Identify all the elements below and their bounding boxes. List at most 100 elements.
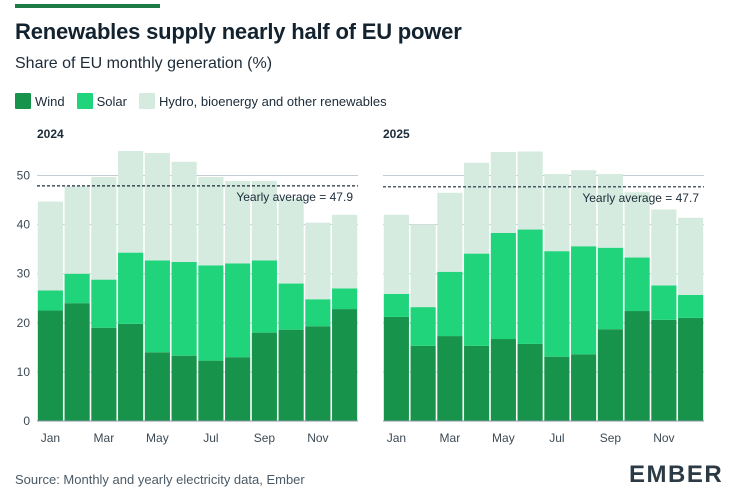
x-tick-label: Mar — [94, 431, 115, 445]
bar-2025-May-wind — [490, 339, 516, 421]
bar-2025-Jul-solar — [544, 251, 570, 357]
bar-2025-Jun-solar — [517, 229, 543, 344]
bar-2025-Jul-other — [544, 174, 570, 252]
bar-2025-Dec-other — [678, 217, 704, 295]
bar-2024-Sep-other — [251, 180, 277, 261]
legend: Wind Solar Hydro, bioenergy and other re… — [15, 93, 399, 109]
legend-label-solar: Solar — [96, 93, 127, 109]
y-tick-label: 50 — [17, 169, 31, 183]
bar-2025-Dec-wind — [678, 317, 704, 421]
bar-2025-Nov-wind — [651, 319, 677, 421]
bar-2025-Mar-other — [437, 192, 463, 272]
bar-2025-Apr-other — [464, 162, 490, 254]
bar-2024-Dec-solar — [332, 288, 358, 310]
bar-2025-Nov-other — [651, 209, 677, 286]
x-tick-label: Sep — [254, 431, 276, 445]
bar-2024-Mar-wind — [91, 327, 117, 421]
bar-2024-Nov-solar — [305, 299, 331, 327]
bar-2024-Apr-other — [118, 151, 144, 253]
bar-2024-Apr-solar — [118, 252, 144, 324]
bar-2024-Jul-solar — [198, 265, 224, 361]
bar-2025-Jun-other — [517, 151, 543, 230]
y-tick-label: 10 — [17, 365, 31, 379]
legend-item-wind: Wind — [15, 93, 65, 109]
bar-2024-Aug-solar — [225, 263, 251, 358]
bar-2025-Dec-solar — [678, 294, 704, 318]
panel-title-2025: 2025 — [383, 127, 410, 141]
chart-subtitle: Share of EU monthly generation (%) — [15, 55, 273, 72]
bar-2024-Jun-wind — [171, 355, 197, 421]
y-tick-label: 20 — [17, 316, 31, 330]
bar-2025-Jun-wind — [517, 343, 543, 421]
bar-2024-May-solar — [144, 260, 170, 353]
legend-swatch-wind — [15, 93, 31, 109]
bar-2025-Oct-solar — [624, 257, 650, 312]
source-note: Source: Monthly and yearly electricity d… — [15, 472, 305, 487]
bar-2025-Sep-wind — [597, 329, 623, 421]
bar-2024-May-other — [144, 152, 170, 261]
bar-2024-Mar-solar — [91, 279, 117, 328]
panel-title-2024: 2024 — [37, 127, 64, 141]
legend-swatch-solar — [76, 93, 93, 109]
bar-2025-Jan-solar — [383, 293, 409, 317]
yearly-average-label-2025: Yearly average = 47.7 — [582, 191, 699, 205]
bar-2025-Oct-other — [624, 192, 650, 258]
bar-2025-Mar-wind — [437, 336, 463, 421]
bar-2024-Jul-wind — [198, 360, 224, 421]
bar-2025-Aug-other — [571, 170, 597, 247]
x-tick-label: Jul — [203, 431, 218, 445]
bar-2024-Nov-other — [305, 222, 331, 300]
yearly-average-label-2024: Yearly average = 47.9 — [236, 190, 353, 204]
bar-2024-Jun-other — [171, 161, 197, 262]
bar-2024-Nov-wind — [305, 326, 331, 421]
bar-2024-Apr-wind — [118, 323, 144, 421]
bar-2025-Mar-solar — [437, 271, 463, 337]
bar-2025-Feb-solar — [410, 307, 436, 346]
x-tick-label: Jan — [387, 431, 406, 445]
bar-2025-Jan-other — [383, 214, 409, 294]
chart-title: Renewables supply nearly half of EU powe… — [15, 19, 462, 44]
bar-2024-Feb-other — [64, 186, 90, 274]
bar-2024-Jun-solar — [171, 261, 197, 356]
y-tick-label: 0 — [23, 414, 30, 428]
bar-2024-Dec-other — [332, 214, 358, 289]
stacked-bar-charts: 2024 0 10 20 30 40 50 Jan Mar May Jul Sep Nov Yearly … — [17, 127, 704, 445]
bar-2024-Aug-wind — [225, 357, 251, 421]
x-tick-label: May — [146, 431, 169, 445]
bar-2025-May-other — [490, 151, 516, 233]
bar-2024-Mar-other — [91, 177, 117, 280]
bar-2025-Feb-other — [410, 224, 436, 308]
bar-2025-Jan-wind — [383, 316, 409, 421]
x-tick-label: Nov — [653, 431, 674, 445]
bar-2025-Feb-wind — [410, 345, 436, 421]
legend-item-other: Hydro, bioenergy and other renewables — [138, 93, 387, 109]
legend-label-wind: Wind — [35, 93, 65, 109]
bar-2024-Sep-solar — [251, 260, 277, 333]
bar-2024-Jan-solar — [37, 290, 63, 311]
x-tick-label: Sep — [600, 431, 622, 445]
bar-2025-Jul-wind — [544, 356, 570, 421]
brand-accent-bar — [15, 4, 160, 8]
bar-2024-Feb-wind — [64, 303, 90, 421]
bar-2025-Oct-wind — [624, 311, 650, 421]
legend-label-other: Hydro, bioenergy and other renewables — [158, 93, 387, 109]
legend-swatch-other — [138, 93, 155, 109]
bar-2024-Oct-solar — [278, 283, 304, 330]
bar-2025-Apr-wind — [464, 345, 490, 421]
y-tick-label: 30 — [17, 267, 31, 281]
x-tick-label: Jul — [549, 431, 564, 445]
x-tick-label: Mar — [440, 431, 461, 445]
bar-2024-Jul-other — [198, 177, 224, 266]
bar-2024-Dec-wind — [332, 309, 358, 421]
x-tick-label: May — [492, 431, 515, 445]
legend-item-solar: Solar — [76, 93, 127, 109]
bar-2024-Oct-wind — [278, 329, 304, 421]
bar-2025-Sep-solar — [597, 247, 623, 330]
bar-2024-Feb-solar — [64, 273, 90, 304]
bar-2024-Aug-other — [225, 180, 251, 264]
y-tick-label: 40 — [17, 218, 31, 232]
bar-2024-May-wind — [144, 352, 170, 421]
bar-2025-Apr-solar — [464, 253, 490, 346]
x-tick-label: Nov — [307, 431, 328, 445]
bar-2024-Sep-wind — [251, 332, 277, 421]
